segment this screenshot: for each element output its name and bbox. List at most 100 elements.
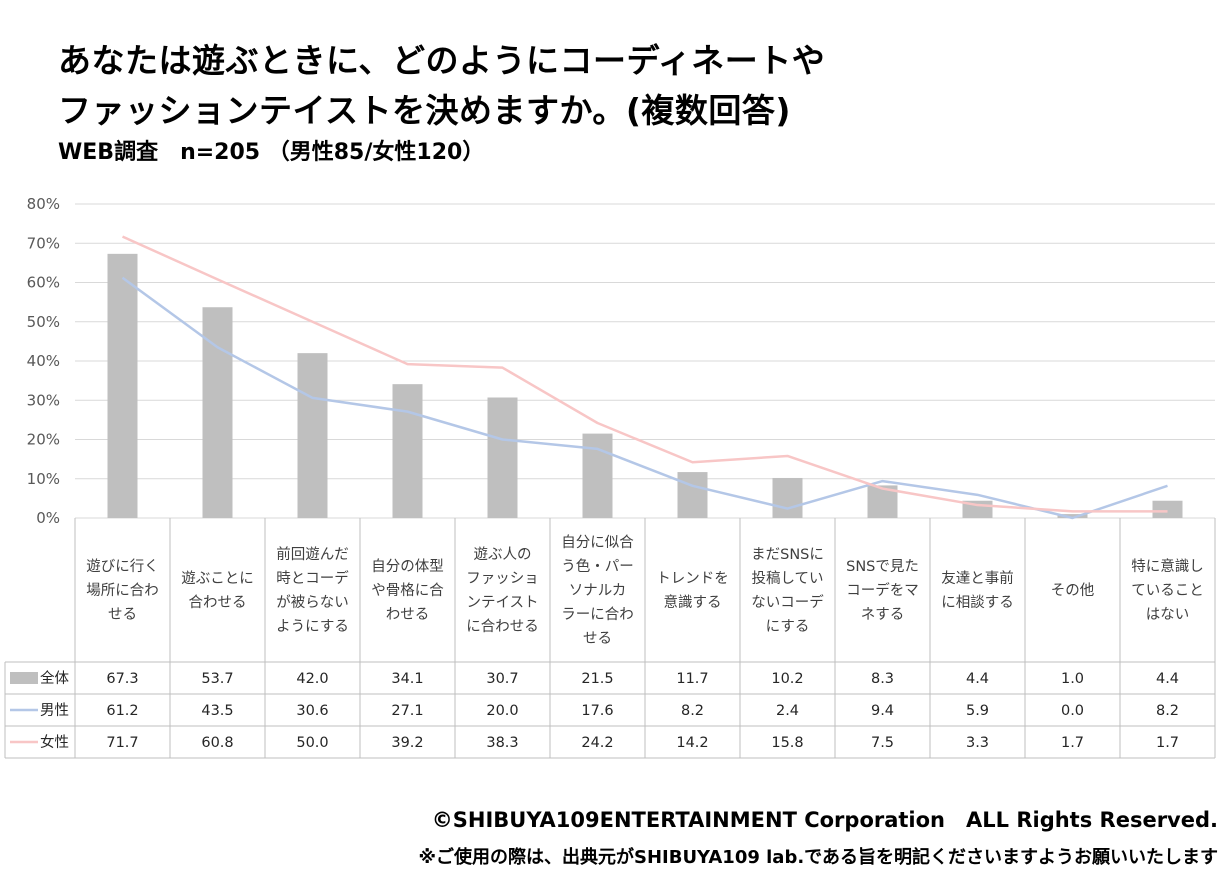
category-label: ファッショ [466,571,539,587]
line-male [121,276,1168,520]
category-label: ようにする [276,618,349,635]
data-cell: 39.2 [391,735,423,751]
bar-total [297,353,328,518]
category-label: ラーに合わ [561,606,634,623]
data-cell: 11.7 [676,671,708,687]
legend-key-total [10,672,38,684]
data-cell: 1.7 [1061,735,1084,751]
bar-total [202,307,233,518]
data-cell: 20.0 [486,703,518,719]
data-cell: 34.1 [391,671,423,687]
data-cell: 8.2 [1156,703,1179,719]
category-label: 遊ぶことに [181,570,254,587]
data-cell: 3.3 [966,735,989,751]
data-cell: 17.6 [581,703,613,719]
data-cell: 24.2 [581,735,613,751]
bar-total [1057,514,1088,518]
data-cell: 1.0 [1061,671,1084,687]
y-tick-label: 70% [27,234,60,252]
copyright-text: ©SHIBUYA109ENTERTAINMENT Corporation ALL… [431,808,1218,832]
legend-label: 全体 [40,669,69,687]
chart-subtitle: WEB調査 n=205 （男性85/女性120） [58,140,485,165]
category-label: ンテイスト [466,595,538,611]
category-label: ソナルカ [569,583,627,599]
data-cell: 10.2 [771,671,803,687]
category-label: 場所に合わ [86,582,159,599]
category-label: 投稿してい [751,570,823,587]
category-label: 時とコーデ [276,569,349,587]
category-label: 自分の体型 [371,558,444,575]
data-cell: 30.6 [296,703,328,719]
data-cell: 42.0 [296,671,328,687]
category-label: 自分に似合 [561,534,634,551]
category-label: 特に意識し [1131,557,1204,575]
data-cell: 60.8 [201,735,233,751]
data-cell: 15.8 [771,735,803,751]
data-cell: 27.1 [391,703,423,719]
category-label: まだSNSに [751,547,824,563]
category-label: はない [1146,606,1190,623]
data-cell: 4.4 [966,671,989,687]
category-label: ていること [1131,583,1204,599]
category-label: ないコーデ [751,593,824,611]
usage-note: ※ご使用の際は、出典元がSHIBUYA109 lab.である旨を明記くださいます… [418,847,1219,868]
category-label: が被らない [276,594,349,611]
bar-total [677,472,708,518]
y-tick-label: 50% [27,313,60,331]
data-cell: 67.3 [106,671,138,687]
chart-title-line-2: ファッションテイストを決めますか。(複数回答) [58,91,792,130]
category-label: 合わせる [189,594,247,611]
category-label: 前回遊んだ [276,546,349,563]
data-cell: 53.7 [201,671,233,687]
data-cell: 30.7 [486,671,518,687]
category-label: 遊びに行く [86,558,159,575]
data-cell: 61.2 [106,703,138,719]
data-cell: 71.7 [106,735,138,751]
category-label: その他 [1051,582,1095,599]
bar-total [107,253,138,518]
bar-total [487,397,518,518]
bar-total [392,384,423,518]
data-cell: 1.7 [1156,735,1179,751]
data-cell: 43.5 [201,703,233,719]
category-label: SNSで見た [846,558,919,575]
category-label: せる [108,607,137,623]
data-cell: 7.5 [871,735,894,751]
category-label: トレンドを [656,570,729,587]
data-cell: 50.0 [296,735,328,751]
data-cell: 21.5 [581,671,613,687]
category-label: 意識する [664,593,722,611]
category-label: う色・パー [561,558,634,575]
data-cell: 2.4 [776,703,799,719]
category-label: に合わせる [466,618,539,635]
y-tick-label: 0% [36,509,60,527]
category-label: にする [766,618,810,635]
y-tick-label: 80% [27,195,60,213]
data-cell: 38.3 [486,735,518,751]
data-cell: 9.4 [871,703,894,719]
category-label: コーデをマ [846,581,919,599]
bar-total [582,433,613,518]
data-cell: 14.2 [676,735,708,751]
category-label: に相談する [941,594,1014,611]
data-cell: 0.0 [1061,703,1084,719]
data-cell: 5.9 [966,703,989,719]
category-label: わせる [386,606,430,623]
data-cell: 8.3 [871,671,894,687]
chart-title-line-1: あなたは遊ぶときに、どのようにコーディネートや [58,41,826,80]
y-tick-label: 40% [27,352,60,370]
line-female [121,235,1168,513]
y-tick-label: 30% [27,391,60,409]
bar-total [772,477,803,518]
legend-label: 女性 [40,733,69,751]
data-cell: 8.2 [681,703,704,719]
legend-label: 男性 [40,702,69,719]
category-label: 遊ぶ人の [474,546,532,563]
category-label: せる [583,631,612,647]
category-label: 友達と事前 [941,570,1014,587]
y-tick-label: 10% [27,470,60,488]
y-tick-label: 20% [27,431,60,449]
y-tick-label: 60% [27,274,60,292]
category-label: や骨格に合 [371,582,444,599]
